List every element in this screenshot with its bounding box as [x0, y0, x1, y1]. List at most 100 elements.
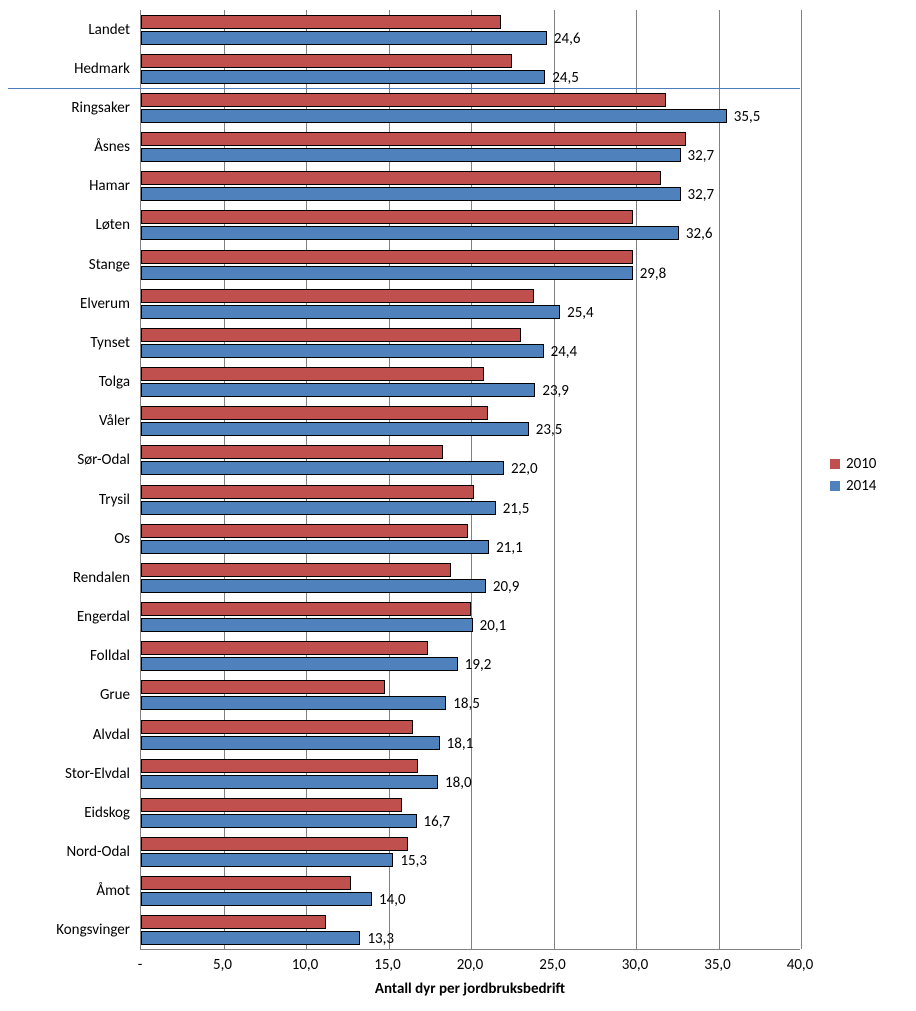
bar-2014 [141, 383, 535, 397]
legend-swatch-2014 [830, 481, 840, 491]
bar-2010 [141, 602, 471, 616]
category-label: Elverum [80, 295, 130, 313]
legend-label-2014: 2014 [846, 477, 876, 495]
bar-2010 [141, 210, 633, 224]
xaxis-tick-label: 15,0 [374, 956, 401, 974]
xaxis-tick-label: 5,0 [213, 956, 232, 974]
category-label: Ringsaker [71, 99, 130, 117]
bar-2010 [141, 15, 501, 29]
value-label: 22,0 [511, 460, 538, 478]
category-label: Hedmark [74, 60, 130, 78]
category-label: Åmot [96, 882, 130, 900]
value-label: 29,8 [640, 265, 667, 283]
gridline [801, 10, 802, 949]
value-label: 19,2 [465, 656, 492, 674]
bar-2014 [141, 148, 681, 162]
bar-2010 [141, 445, 443, 459]
xaxis-tick-label: 35,0 [704, 956, 731, 974]
value-label: 14,0 [379, 891, 406, 909]
bar-2014 [141, 892, 372, 906]
bar-2014 [141, 501, 496, 515]
bar-2014 [141, 305, 560, 319]
value-label: 20,9 [493, 578, 520, 596]
category-label: Trysil [99, 491, 130, 509]
xaxis-tick-label: 30,0 [622, 956, 649, 974]
category-label: Landet [88, 21, 130, 39]
bar-2014 [141, 70, 545, 84]
bar-2010 [141, 798, 402, 812]
bar-2010 [141, 524, 468, 538]
category-label: Kongsvinger [56, 921, 130, 939]
value-label: 32,7 [688, 147, 715, 165]
bar-2014 [141, 226, 679, 240]
bar-2010 [141, 367, 484, 381]
category-label: Grue [100, 686, 130, 704]
xaxis-tick-label: - [138, 956, 143, 974]
bar-2010 [141, 876, 351, 890]
bar-2010 [141, 54, 512, 68]
value-label: 13,3 [367, 930, 394, 948]
bar-2014 [141, 853, 393, 867]
bar-2010 [141, 641, 428, 655]
bar-2014 [141, 266, 633, 280]
bar-2014 [141, 931, 360, 945]
category-label: Løten [96, 216, 130, 234]
xaxis-tick-label: 40,0 [787, 956, 814, 974]
value-label: 21,1 [496, 539, 523, 557]
category-label: Os [114, 530, 130, 548]
value-label: 32,6 [686, 225, 713, 243]
value-label: 23,9 [542, 382, 569, 400]
bar-2014 [141, 109, 727, 123]
value-label: 24,5 [552, 69, 579, 87]
category-label: Nord-Odal [66, 843, 130, 861]
bar-2014 [141, 461, 504, 475]
bar-2010 [141, 720, 413, 734]
category-label: Hamar [89, 177, 130, 195]
bar-2010 [141, 563, 451, 577]
value-label: 18,0 [445, 774, 472, 792]
bar-2014 [141, 540, 489, 554]
category-label: Alvdal [93, 726, 130, 744]
bar-2010 [141, 132, 686, 146]
legend-swatch-2010 [830, 459, 840, 469]
xaxis-tick-label: 25,0 [539, 956, 566, 974]
bar-2014 [141, 814, 417, 828]
bar-2010 [141, 759, 418, 773]
category-label: Våler [99, 412, 130, 430]
value-label: 23,5 [536, 421, 563, 439]
bar-2014 [141, 696, 446, 710]
bar-2010 [141, 93, 666, 107]
value-label: 24,4 [551, 343, 578, 361]
category-label: Eidskog [84, 804, 130, 822]
value-label: 20,1 [480, 617, 507, 635]
category-label: Folldal [90, 647, 130, 665]
bar-2010 [141, 250, 633, 264]
summary-divider [8, 88, 800, 89]
category-label: Rendalen [73, 569, 130, 587]
bar-2014 [141, 344, 544, 358]
category-label: Stange [89, 256, 130, 274]
value-label: 35,5 [734, 108, 761, 126]
bar-2010 [141, 406, 488, 420]
xaxis-title: Antall dyr per jordbruksbedrift [140, 980, 800, 998]
value-label: 18,1 [447, 735, 474, 753]
bar-2014 [141, 422, 529, 436]
bar-2014 [141, 187, 681, 201]
legend-label-2010: 2010 [846, 455, 876, 473]
bar-2014 [141, 579, 486, 593]
bar-2010 [141, 915, 326, 929]
legend: 2010 2014 [830, 455, 876, 499]
value-label: 21,5 [503, 500, 530, 518]
xaxis-tick-label: 20,0 [457, 956, 484, 974]
xaxis-tick-label: 10,0 [292, 956, 319, 974]
bar-2010 [141, 680, 385, 694]
category-label: Engerdal [77, 608, 130, 626]
category-label: Åsnes [94, 138, 130, 156]
bar-chart: 2010 2014 Antall dyr per jordbruksbedrif… [0, 0, 916, 1011]
gridline [719, 10, 720, 949]
legend-item-2014: 2014 [830, 477, 876, 495]
bar-2014 [141, 775, 438, 789]
bar-2010 [141, 328, 521, 342]
bar-2014 [141, 736, 440, 750]
value-label: 16,7 [424, 813, 451, 831]
